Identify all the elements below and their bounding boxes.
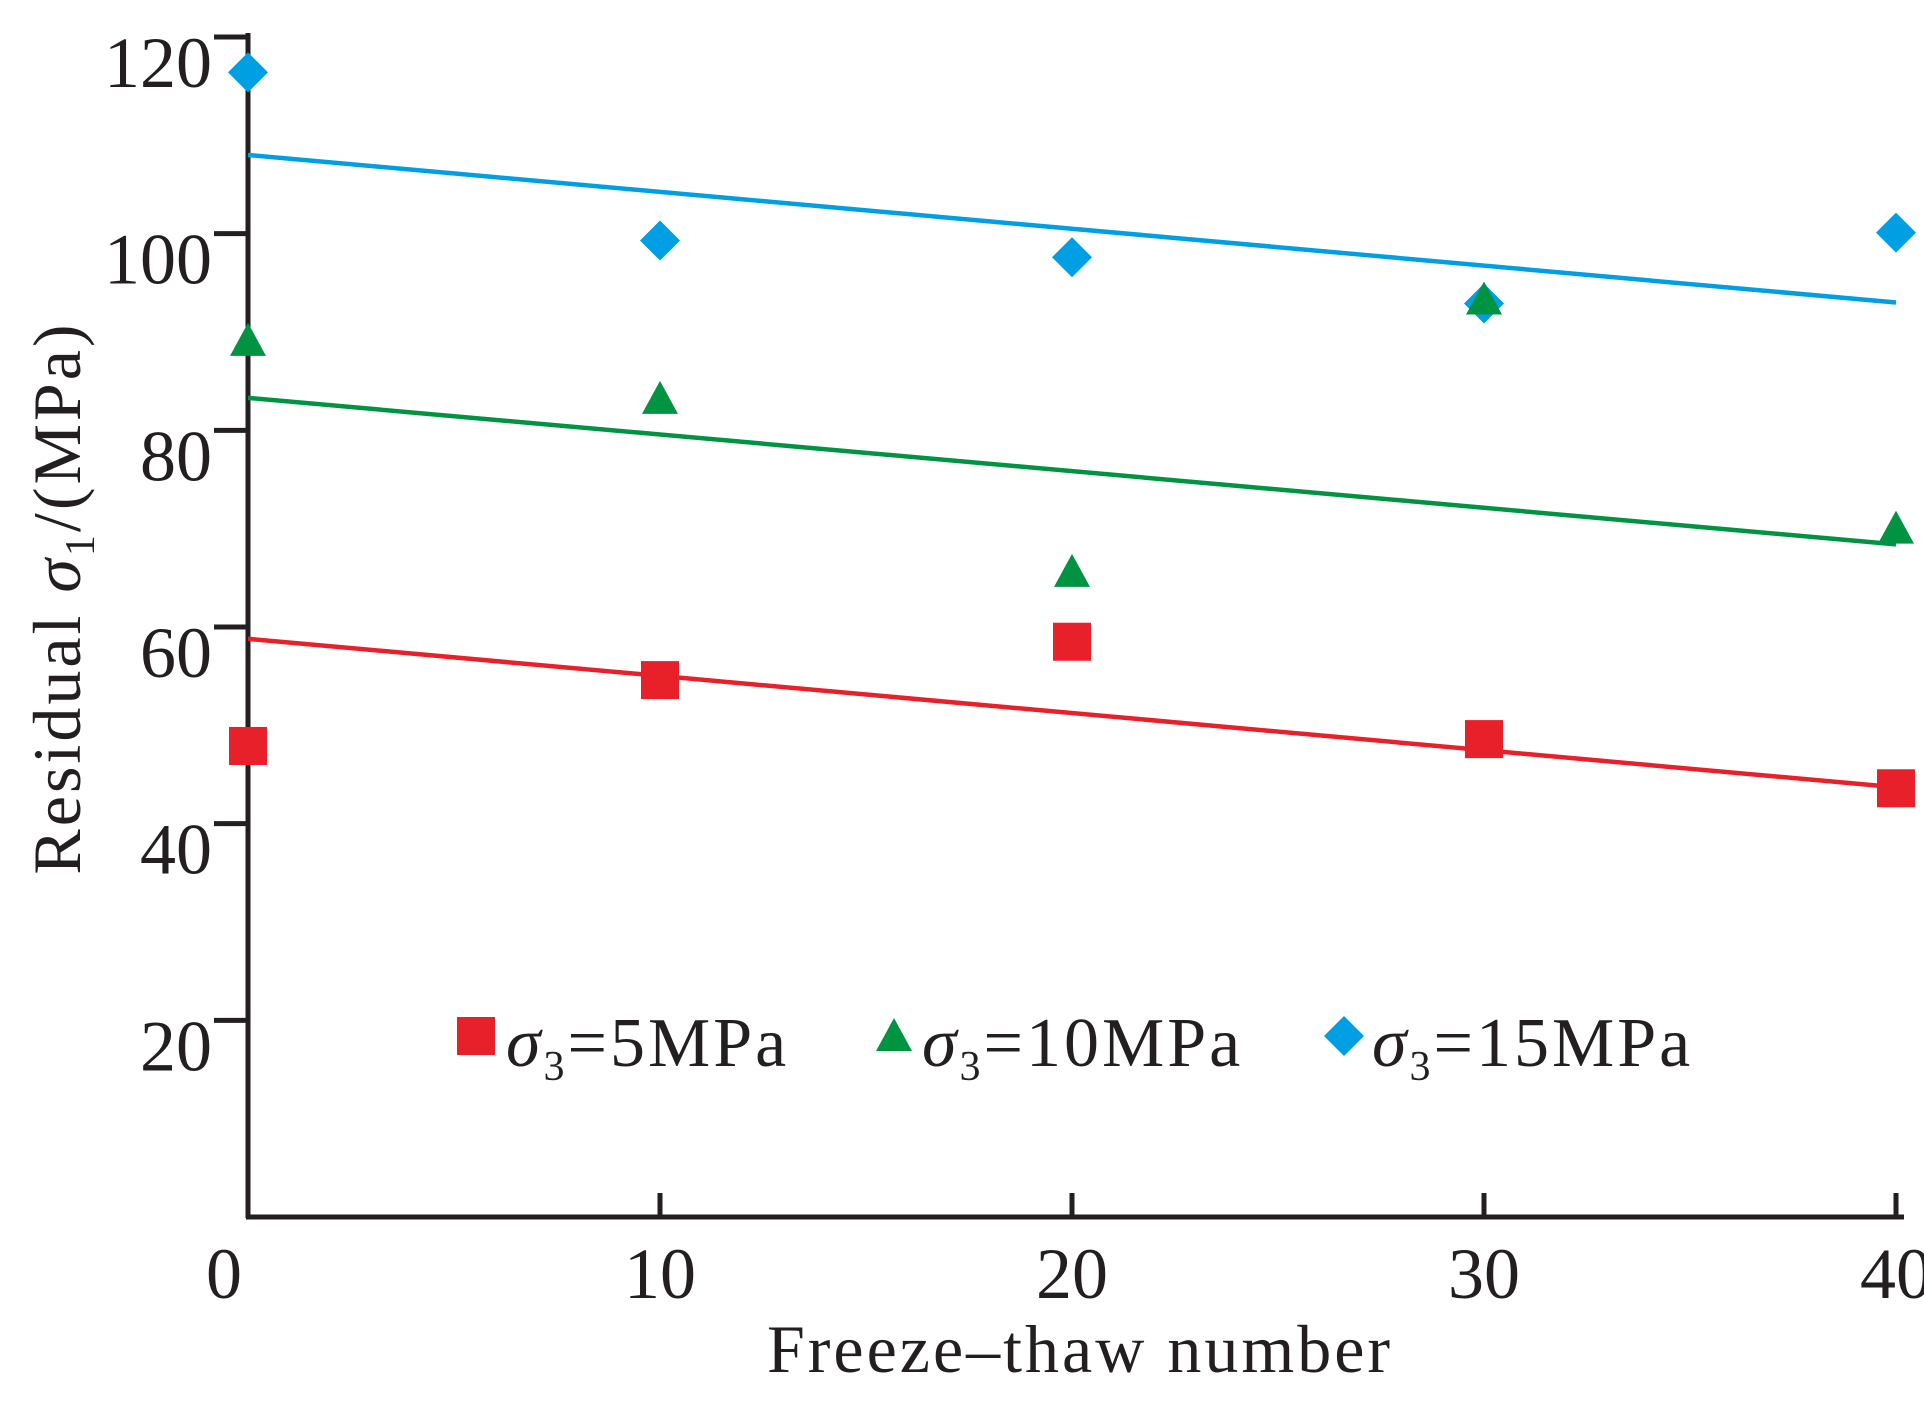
markers: [228, 52, 1916, 808]
data-point-series-1-x-0: [230, 322, 266, 356]
x-tick-label-10: 10: [624, 1234, 696, 1314]
axes: 20 40 60 80 100 120 0 10 20 30 40: [104, 23, 1924, 1314]
data-point-series-2-x-10: [640, 220, 680, 261]
y-axis-title: Residual σ1/(MPa): [19, 321, 104, 874]
y-tick-label-40: 40: [140, 810, 212, 890]
y-tick-label-120: 120: [104, 23, 212, 103]
data-point-series-0-x-20: [1053, 622, 1091, 661]
x-tick-label-20: 20: [1036, 1234, 1108, 1314]
y-tick-label-20: 20: [140, 1006, 212, 1086]
legend-label-series-1: σ3=10MPa: [922, 1005, 1243, 1090]
data-point-series-0-x-0: [229, 726, 267, 765]
trend-line-series-2: [247, 152, 1897, 305]
data-point-series-1-x-40: [1878, 510, 1914, 544]
data-point-series-0-x-10: [641, 661, 679, 700]
legend-marker-series-1: [876, 1018, 912, 1051]
y-tick-label-80: 80: [140, 416, 212, 496]
legend-label-series-0: σ3=5MPa: [506, 1005, 789, 1090]
data-point-series-2-x-20: [1052, 237, 1092, 278]
trend-line-series-1: [247, 395, 1897, 547]
x-tick-label-0: 0: [206, 1234, 242, 1314]
trend-line-series-0: [247, 636, 1897, 790]
legend-marker-series-0: [457, 1017, 495, 1055]
y-axis-title-suffix: /(MPa): [19, 321, 95, 532]
trend-lines: [247, 152, 1897, 790]
data-point-series-1-x-20: [1054, 553, 1090, 587]
x-ticks: 0 10 20 30 40: [206, 1193, 1924, 1314]
data-point-series-1-x-10: [642, 380, 678, 414]
data-point-series-1-x-30: [1466, 281, 1502, 315]
y-tick-label-60: 60: [140, 613, 212, 693]
data-point-series-0-x-30: [1465, 720, 1503, 759]
legend-label-series-2: σ3=15MPa: [1372, 1005, 1693, 1090]
y-axis-title-prefix: Residual: [19, 593, 95, 875]
y-axis-title-symbol: σ: [19, 556, 95, 593]
legend-marker-series-2: [1324, 1016, 1364, 1056]
data-point-series-2-x-40: [1876, 212, 1916, 253]
y-tick-label-100: 100: [104, 220, 212, 300]
data-point-series-0-x-40: [1877, 769, 1915, 808]
y-axis-title-subscript: 1: [58, 532, 104, 556]
x-tick-label-40: 40: [1860, 1234, 1924, 1314]
legend: σ3=5MPa σ3=10MPa σ3=15MPa: [457, 1005, 1693, 1090]
x-axis-title: Freeze–thaw number: [767, 1311, 1393, 1387]
data-point-series-2-x-0: [228, 52, 268, 93]
x-tick-label-30: 30: [1448, 1234, 1520, 1314]
y-ticks: 20 40 60 80 100 120: [104, 23, 248, 1086]
